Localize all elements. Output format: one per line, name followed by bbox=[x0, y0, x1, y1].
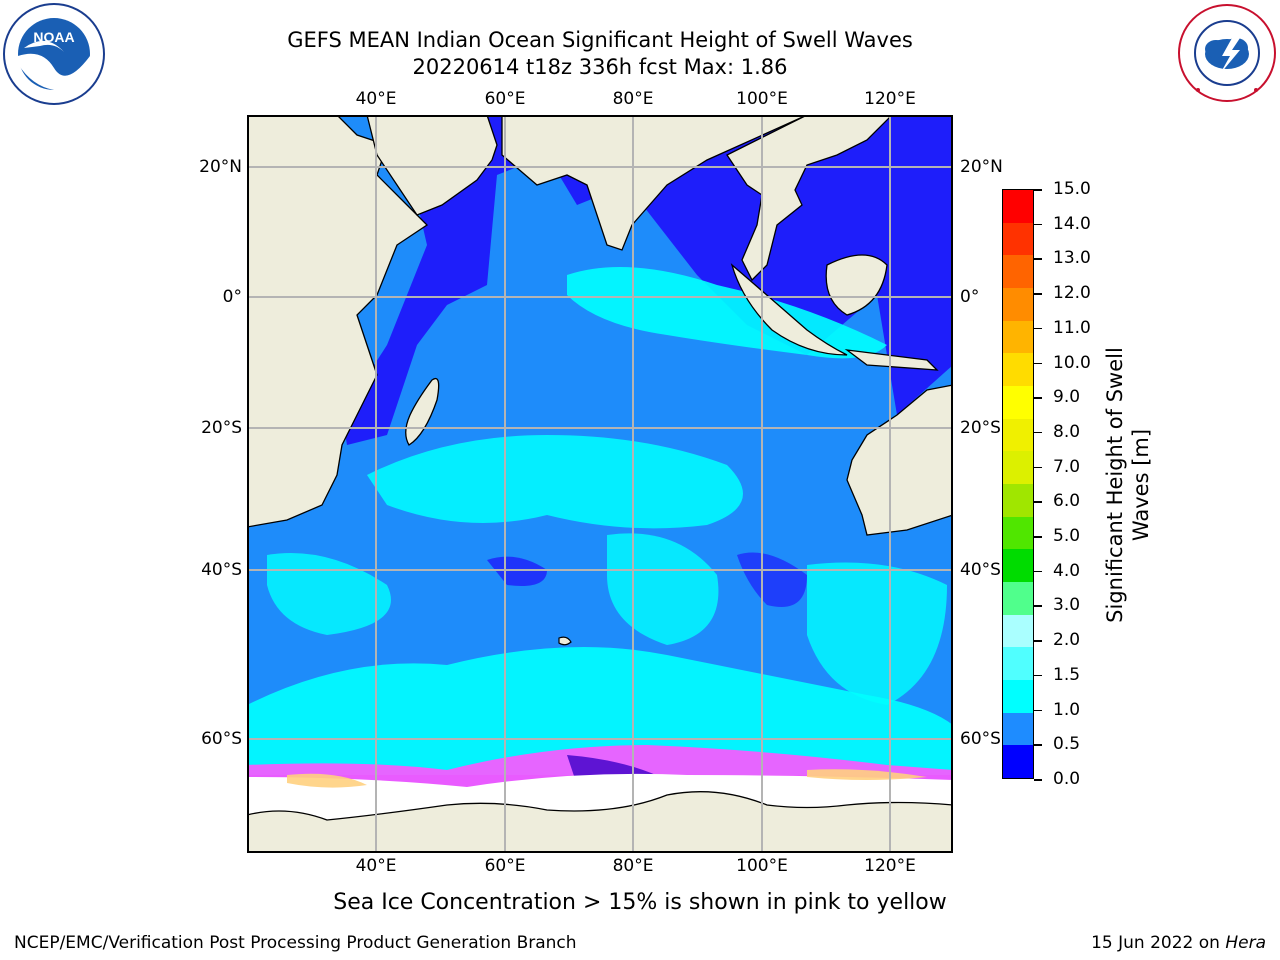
map-frame bbox=[246, 114, 954, 854]
colorbar-band bbox=[1003, 287, 1033, 321]
colorbar-tick bbox=[1034, 674, 1042, 677]
colorbar-tick-label: 5.0 bbox=[1053, 526, 1081, 547]
colorbar-band bbox=[1003, 647, 1033, 680]
graticule bbox=[247, 115, 953, 853]
colorbar-tick-label: 0.5 bbox=[1053, 734, 1081, 755]
land-antarctica bbox=[246, 791, 954, 854]
lat-label-right: 20°S bbox=[960, 418, 1001, 438]
colorbar-band bbox=[1003, 483, 1033, 517]
land-arabia bbox=[366, 114, 498, 216]
colorbar-tick bbox=[1034, 397, 1042, 399]
host-name: Hera bbox=[1225, 933, 1266, 953]
sea-ice-note: Sea Ice Concentration > 15% is shown in … bbox=[333, 890, 947, 915]
colorbar-band bbox=[1003, 385, 1033, 419]
lat-label-right: 20°N bbox=[960, 157, 1003, 177]
colorbar-band bbox=[1003, 255, 1033, 288]
colorbar-tick bbox=[1034, 223, 1042, 226]
lat-label-left: 20°S bbox=[201, 418, 242, 438]
colorbar bbox=[1002, 189, 1034, 779]
colorbar-band bbox=[1003, 222, 1033, 256]
lon-label-bottom: 80°E bbox=[612, 856, 654, 876]
colorbar-tick-label: 1.5 bbox=[1053, 664, 1081, 685]
colorbar-tick bbox=[1034, 779, 1042, 781]
colorbar-tick bbox=[1034, 431, 1042, 434]
lon-label-top: 80°E bbox=[612, 89, 654, 109]
noaa-logo-text: NOAA bbox=[33, 29, 74, 45]
colorbar-tick-label: 2.0 bbox=[1053, 630, 1081, 651]
colorbar-tick-label: 1.0 bbox=[1053, 699, 1081, 720]
colorbar-tick-label: 8.0 bbox=[1053, 421, 1081, 442]
colorbar-tick bbox=[1034, 640, 1042, 642]
noaa-logo: NOAA bbox=[2, 2, 106, 106]
colorbar-tick bbox=[1034, 293, 1042, 295]
colorbar-tick bbox=[1034, 362, 1042, 365]
colorbar-band bbox=[1003, 418, 1033, 452]
colorbar-band bbox=[1003, 320, 1033, 354]
colorbar-tick bbox=[1034, 501, 1042, 503]
colorbar-tick bbox=[1034, 605, 1042, 607]
colorbar-tick bbox=[1034, 570, 1042, 573]
colorbar-band bbox=[1003, 614, 1033, 648]
colorbar-tick bbox=[1034, 189, 1042, 191]
colorbar-band bbox=[1003, 549, 1033, 582]
lat-label-left: 40°S bbox=[201, 560, 242, 580]
colorbar-tick-label: 9.0 bbox=[1053, 387, 1081, 408]
swell-height-map bbox=[246, 114, 954, 854]
land-india bbox=[501, 114, 808, 251]
lon-label-bottom: 100°E bbox=[736, 856, 788, 876]
lat-label-left: 20°N bbox=[199, 157, 242, 177]
colorbar-tick bbox=[1034, 327, 1042, 330]
map-title: GEFS MEAN Indian Ocean Significant Heigh… bbox=[287, 28, 913, 52]
lat-label-right: 0° bbox=[960, 287, 980, 307]
credit-text: NCEP/EMC/Verification Post Processing Pr… bbox=[14, 933, 577, 953]
colorbar-band bbox=[1003, 353, 1033, 386]
colorbar-band bbox=[1003, 451, 1033, 484]
issue-date: 15 Jun 2022 on Hera bbox=[1091, 933, 1266, 953]
colorbar-tick-label: 14.0 bbox=[1053, 213, 1091, 234]
high-swell-region-central bbox=[367, 435, 743, 529]
low-swell-region bbox=[342, 115, 953, 445]
colorbar-tick-label: 7.0 bbox=[1053, 456, 1081, 477]
colorbar-band bbox=[1003, 745, 1033, 778]
lon-label-top: 40°E bbox=[355, 89, 397, 109]
land-australia bbox=[846, 384, 954, 536]
high-swell-region-south bbox=[247, 647, 953, 775]
nws-logo bbox=[1176, 2, 1278, 104]
lat-label-left: 0° bbox=[222, 287, 242, 307]
lon-label-bottom: 40°E bbox=[355, 856, 397, 876]
colorbar-band bbox=[1003, 516, 1033, 550]
lon-label-top: 100°E bbox=[736, 89, 788, 109]
colorbar-title: Significant Height of Swell Waves [m] bbox=[1103, 347, 1153, 623]
lat-label-left: 60°S bbox=[201, 729, 242, 749]
colorbar-tick-label: 12.0 bbox=[1053, 283, 1091, 304]
colorbar-band bbox=[1003, 189, 1033, 223]
lon-label-top: 60°E bbox=[484, 89, 526, 109]
lon-label-top: 120°E bbox=[864, 89, 916, 109]
colorbar-tick-label: 6.0 bbox=[1053, 491, 1081, 512]
lat-label-right: 40°S bbox=[960, 560, 1001, 580]
colorbar-tick-label: 0.0 bbox=[1053, 769, 1081, 789]
lon-label-bottom: 60°E bbox=[484, 856, 526, 876]
lat-label-right: 60°S bbox=[960, 729, 1001, 749]
colorbar-tick bbox=[1034, 258, 1042, 260]
colorbar-band bbox=[1003, 581, 1033, 615]
colorbar-tick-label: 15.0 bbox=[1053, 179, 1091, 199]
colorbar-band bbox=[1003, 712, 1033, 746]
colorbar-tick bbox=[1034, 744, 1042, 746]
colorbar-tick bbox=[1034, 709, 1042, 712]
lon-label-bottom: 120°E bbox=[864, 856, 916, 876]
colorbar-tick-label: 10.0 bbox=[1053, 352, 1091, 373]
colorbar-tick-label: 4.0 bbox=[1053, 560, 1081, 581]
colorbar-band bbox=[1003, 679, 1033, 713]
colorbar-tick bbox=[1034, 536, 1042, 538]
colorbar-tick-label: 13.0 bbox=[1053, 248, 1091, 269]
land-southeast-asia bbox=[726, 114, 894, 282]
colorbar-tick-label: 11.0 bbox=[1053, 317, 1091, 338]
map-subtitle: 20220614 t18z 336h fcst Max: 1.86 bbox=[412, 55, 788, 79]
colorbar-tick-label: 3.0 bbox=[1053, 595, 1081, 616]
colorbar-tick bbox=[1034, 466, 1042, 469]
